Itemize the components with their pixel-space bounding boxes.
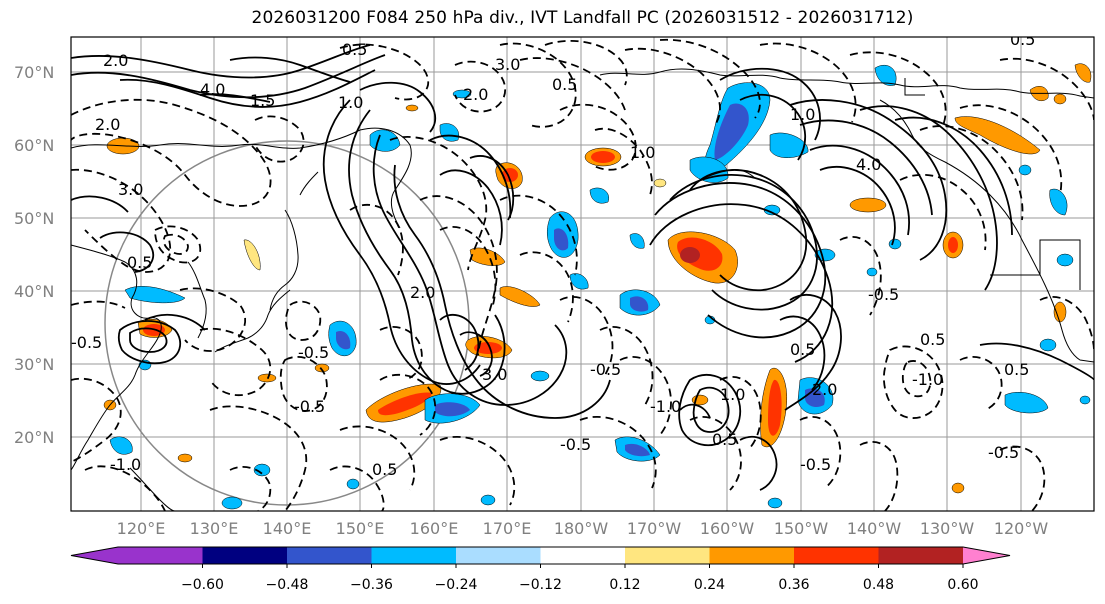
lon-label: 130°E (190, 519, 239, 538)
contour-label: -1.0 (650, 397, 681, 416)
contour-label: 1.0 (790, 105, 815, 124)
longitude-labels: 120°E 130°E 140°E 150°E 160°E 170°E 180°… (117, 519, 1049, 538)
lon-label: 120°E (117, 519, 166, 538)
colorbar-tick-label: −0.24 (435, 577, 478, 593)
contour-labels: 2.0 4.0 1.5 1.0 0.5 2.0 3.0 0.5 1.0 4.0 … (71, 30, 1035, 479)
contour-label: -0.5 (560, 435, 591, 454)
contour-label: -0.5 (800, 455, 831, 474)
contour-label: 2.0 (410, 283, 435, 302)
range-circle (104, 140, 470, 506)
lat-label-20n: 20°N (14, 428, 54, 447)
colorbar-tick-label: 0.48 (863, 577, 894, 593)
solid-contours (71, 44, 1094, 491)
colorbar-tick-label: 0.36 (778, 577, 809, 593)
contour-label: 1.0 (338, 93, 363, 112)
contour-label: 3.0 (495, 55, 520, 74)
colorbar-segment (878, 547, 964, 564)
contour-label: 1.5 (250, 91, 275, 110)
lon-label: 140°W (847, 519, 902, 538)
lon-label: 140°E (263, 519, 312, 538)
contour-label: -0.5 (298, 343, 329, 362)
colorbar: −0.60 −0.48 −0.36 −0.24 −0.12 0.12 0.24 0.36 0.4… (70, 546, 1011, 593)
lon-label: 180°W (554, 519, 609, 538)
contour-label: 3.0 (118, 180, 143, 199)
contour-label: 0.5 (920, 330, 945, 349)
contour-label: 0.5 (712, 430, 737, 449)
colorbar-tick-label: −0.60 (181, 577, 224, 593)
colorbar-segment (540, 547, 626, 564)
colorbar-segment (456, 547, 541, 564)
contour-label: 0.5 (127, 253, 152, 272)
lon-label: 170°W (627, 519, 682, 538)
colorbar-segment (625, 547, 710, 564)
contour-label: 4.0 (856, 155, 881, 174)
contour-label: 4.0 (200, 80, 225, 99)
dashed-contours (71, 38, 1094, 511)
lon-label: 160°E (410, 519, 459, 538)
colorbar-segment (371, 547, 457, 564)
map-frame (70, 36, 1095, 512)
contour-label: 1.0 (630, 143, 655, 162)
contour-label: 0.5 (1010, 30, 1035, 49)
colorbar-extend-high (963, 547, 1010, 564)
lon-label: 150°E (336, 519, 385, 538)
lat-label-40n: 40°N (14, 282, 54, 301)
colorbar-segment (118, 547, 203, 564)
colorbar-segment (794, 547, 879, 564)
contour-label: -0.5 (590, 360, 621, 379)
contour-label: 2.0 (812, 380, 837, 399)
colorbar-tick-label: −0.12 (519, 577, 562, 593)
lat-label-30n: 30°N (14, 355, 54, 374)
contour-label: 0.5 (342, 40, 367, 59)
colorbar-tick-label: 0.60 (947, 577, 978, 593)
lat-label-60n: 60°N (14, 136, 54, 155)
lon-label: 120°W (994, 519, 1049, 538)
contour-label: -0.5 (71, 333, 102, 352)
colorbar-tick-label: 0.12 (609, 577, 640, 593)
contour-label: 2.0 (463, 85, 488, 104)
lon-label: 160°W (700, 519, 755, 538)
colorbar-outline (70, 546, 1011, 565)
contour-label: 3.0 (482, 365, 507, 384)
contour-label: 2.0 (103, 51, 128, 70)
colorbar-tick-label: −0.48 (266, 577, 309, 593)
map-gridlines (71, 37, 1094, 511)
colorbar-tick-label: −0.36 (350, 577, 393, 593)
colorbar-tick-label: 0.24 (694, 577, 725, 593)
colorbar-segment (202, 547, 288, 564)
contour-label: -0.5 (294, 397, 325, 416)
lon-label: 170°E (483, 519, 532, 538)
contour-label: 2.0 (95, 115, 120, 134)
contour-label: 0.5 (372, 460, 397, 479)
contour-label: -1.0 (110, 455, 141, 474)
colorbar-segment (287, 547, 372, 564)
divergence-shading (103, 63, 1092, 510)
contour-label: 0.5 (790, 340, 815, 359)
map-title: 2026031200 F084 250 hPa div., IVT Landfa… (251, 8, 914, 28)
colorbar-segment (709, 547, 795, 564)
contour-label: 0.5 (1004, 360, 1029, 379)
latitude-labels: 70°N 60°N 50°N 40°N 30°N 20°N (14, 63, 54, 447)
contour-label: -1.0 (912, 370, 943, 389)
contour-label: 1.0 (720, 385, 745, 404)
contour-label: -0.5 (868, 285, 899, 304)
lon-label: 130°W (920, 519, 975, 538)
contour-label: -0.5 (988, 443, 1019, 462)
contour-label: 0.5 (552, 75, 577, 94)
lat-label-70n: 70°N (14, 63, 54, 82)
lat-label-50n: 50°N (14, 209, 54, 228)
lon-label: 150°W (774, 519, 829, 538)
colorbar-extend-low (71, 547, 118, 564)
